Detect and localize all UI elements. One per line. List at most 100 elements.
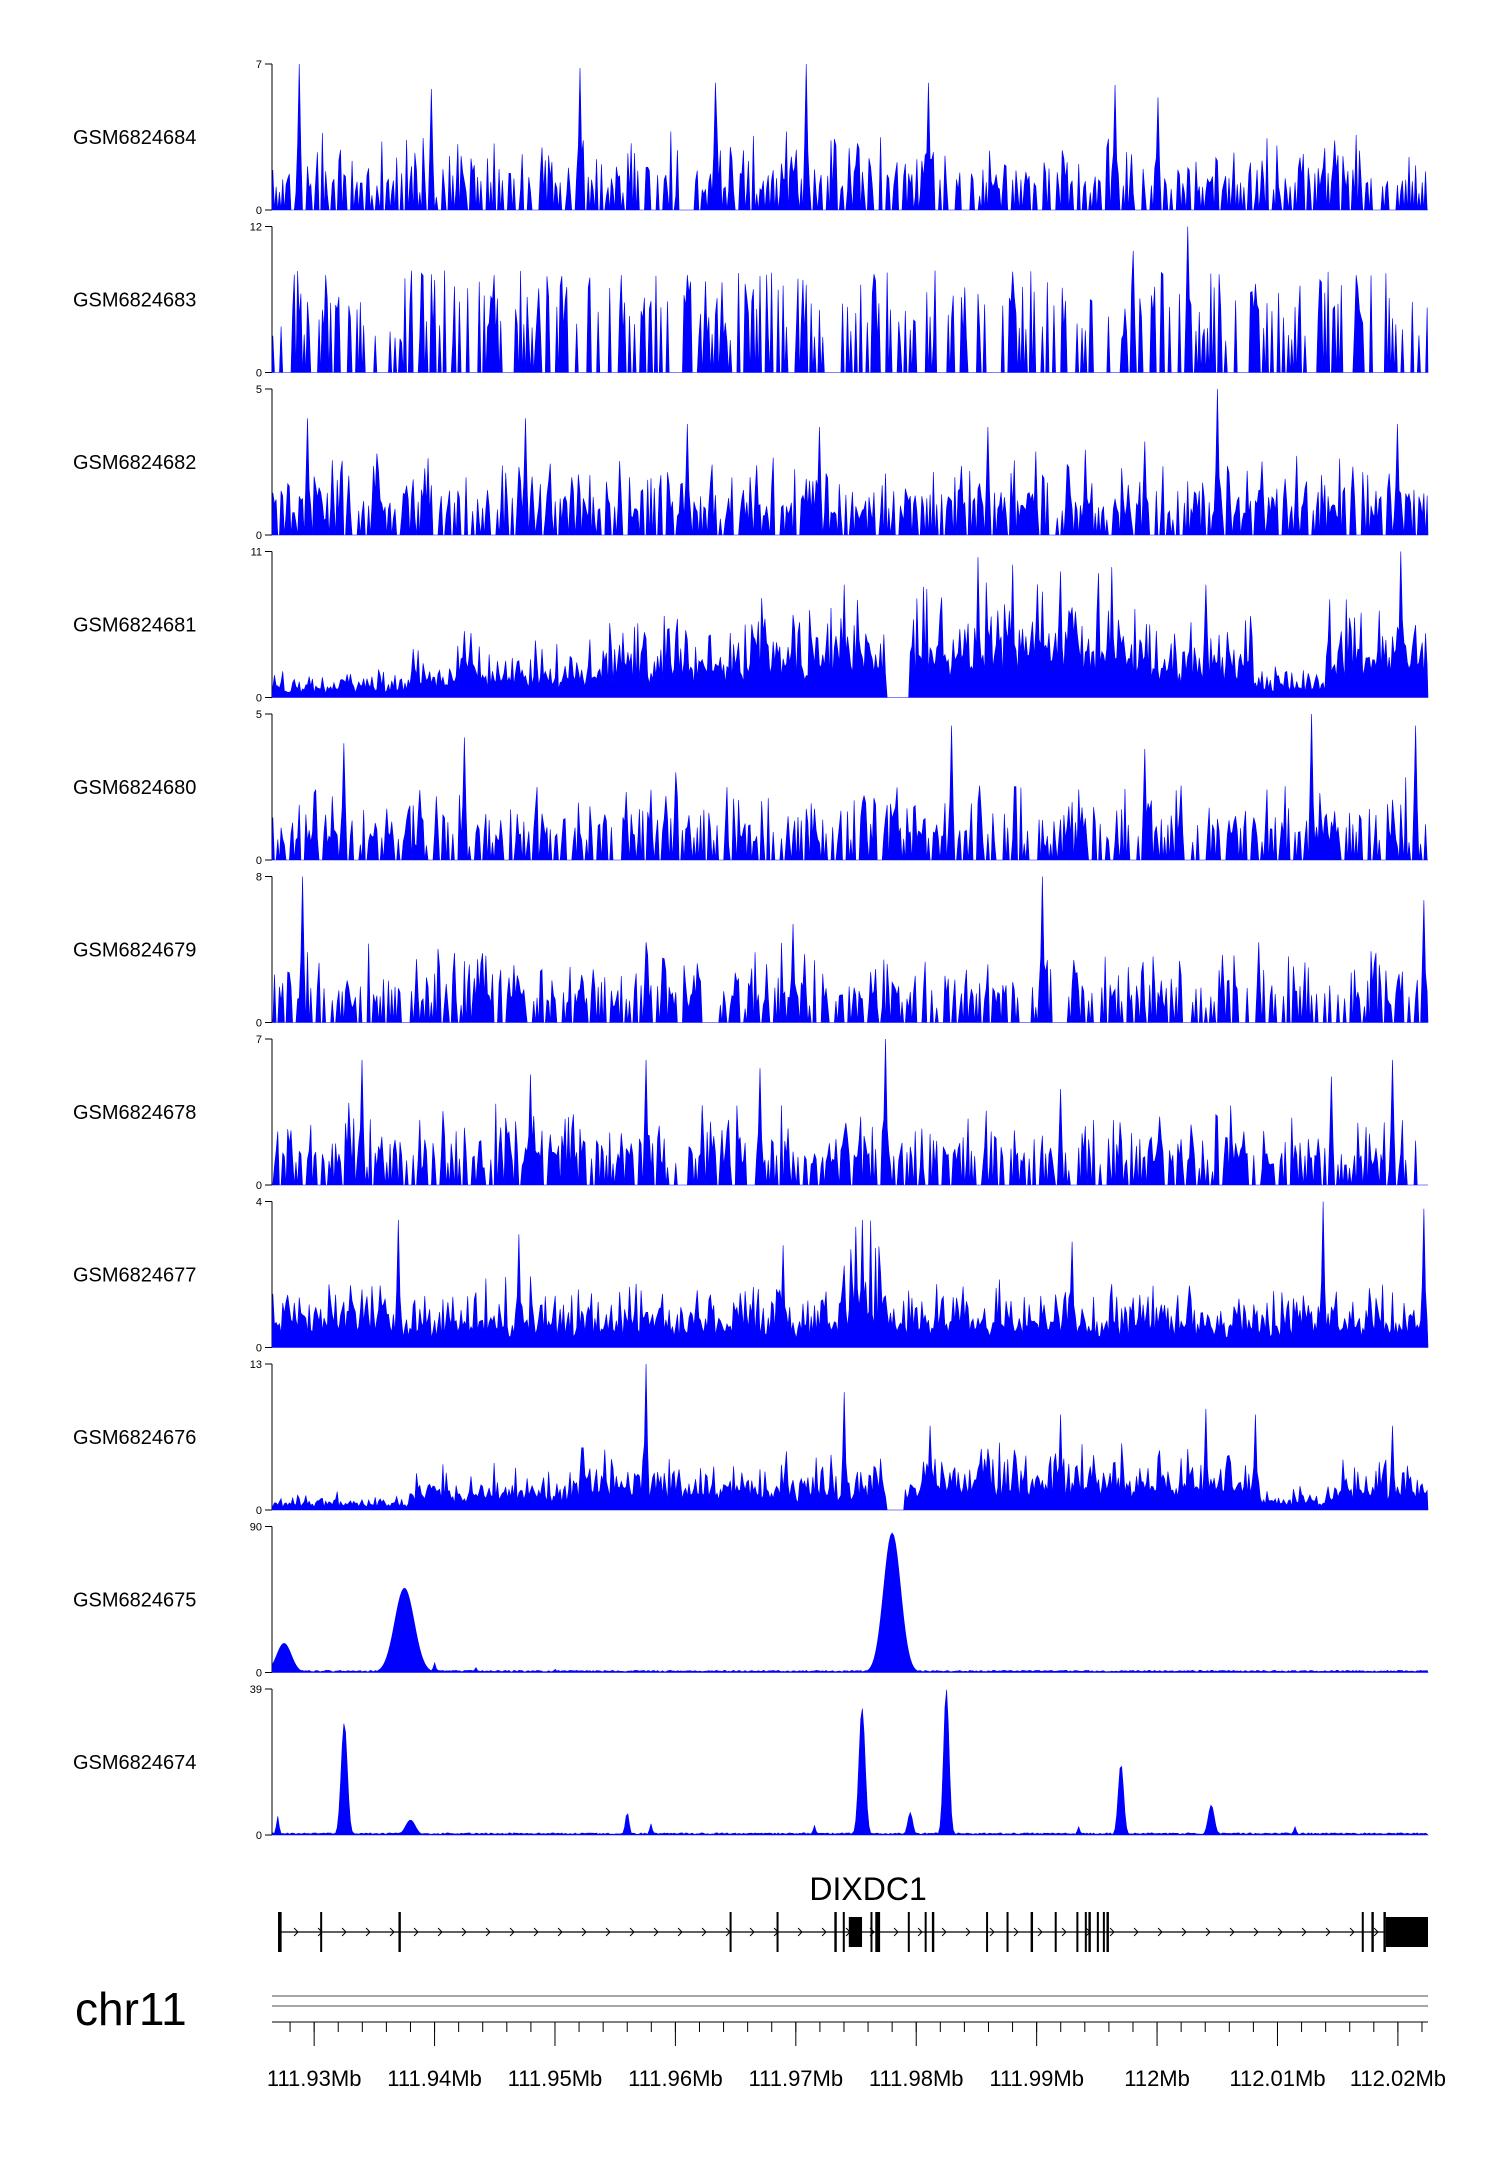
strand-arrow	[821, 1927, 827, 1937]
strand-arrow	[1109, 1927, 1115, 1937]
exon	[278, 1912, 282, 1952]
y-min-label: 0	[256, 1180, 262, 1192]
y-max-label: 5	[256, 384, 262, 396]
signal-area	[271, 388, 1429, 536]
y-min-label: 0	[256, 855, 262, 867]
exon	[729, 1912, 732, 1952]
exon	[870, 1912, 873, 1952]
strand-arrow	[341, 1927, 347, 1937]
x-tick-label: 112Mb	[1124, 2066, 1190, 2091]
strand-arrow	[605, 1927, 611, 1937]
exon	[1096, 1912, 1099, 1952]
track-GSM6824680: GSM6824680 5 0	[73, 709, 1428, 867]
y-min-label: 0	[256, 1668, 262, 1680]
y-max-label: 13	[250, 1359, 262, 1371]
track-label: GSM6824683	[73, 290, 196, 312]
exon	[986, 1912, 989, 1952]
y-max-label: 4	[256, 1197, 262, 1209]
x-tick-label: 112.01Mb	[1229, 2066, 1325, 2091]
signal-tracks: GSM682468470GSM6824683120GSM682468250GSM…	[73, 59, 1429, 1842]
track-GSM6824674: GSM6824674 39 0	[73, 1684, 1429, 1842]
strand-arrow	[437, 1927, 443, 1937]
strand-arrow	[533, 1927, 539, 1937]
track-GSM6824676: GSM6824676 13 0	[73, 1359, 1429, 1517]
exon	[1385, 1917, 1428, 1947]
signal-area	[271, 63, 1428, 211]
strand-arrow	[1181, 1927, 1187, 1937]
y-max-label: 8	[256, 872, 262, 884]
strand-arrow	[917, 1927, 923, 1937]
x-tick-label: 111.93Mb	[267, 2066, 362, 2091]
y-min-label: 0	[256, 530, 262, 542]
signal-area	[271, 226, 1429, 373]
strand-arrow	[581, 1927, 587, 1937]
strand-arrow	[1205, 1927, 1211, 1937]
strand-arrow	[1301, 1927, 1307, 1937]
y-max-label: 7	[256, 59, 262, 71]
track-label: GSM6824677	[73, 1265, 196, 1287]
track-label: GSM6824676	[73, 1427, 196, 1449]
y-min-label: 0	[256, 1830, 262, 1842]
strand-arrow	[893, 1927, 899, 1937]
y-min-label: 0	[256, 205, 262, 217]
strand-arrow	[293, 1927, 299, 1937]
strand-arrow	[965, 1927, 971, 1937]
strand-arrow	[629, 1927, 635, 1937]
strand-arrow	[1061, 1927, 1067, 1937]
track-GSM6824684: GSM6824684 7 0	[73, 59, 1428, 217]
x-tick-label: 111.95Mb	[508, 2066, 603, 2091]
strand-arrow	[509, 1927, 515, 1937]
x-tick-label: 111.94Mb	[387, 2066, 482, 2091]
track-label: GSM6824675	[73, 1590, 196, 1612]
strand-arrow	[557, 1927, 563, 1937]
signal-area	[271, 1363, 1429, 1511]
strand-arrow	[1157, 1927, 1163, 1937]
exon	[776, 1912, 779, 1952]
strand-arrow	[1325, 1927, 1331, 1937]
track-label: GSM6824680	[73, 777, 196, 799]
exon	[834, 1912, 837, 1952]
exon	[931, 1912, 935, 1952]
signal-area	[271, 1201, 1429, 1348]
x-tick-label: 111.99Mb	[989, 2066, 1084, 2091]
strand-arrow	[701, 1927, 707, 1937]
signal-area	[272, 1038, 1428, 1186]
signal-area	[271, 1689, 1429, 1836]
strand-arrow	[461, 1927, 467, 1937]
y-max-label: 5	[256, 709, 262, 721]
track-GSM6824678: GSM6824678 7 0	[73, 1034, 1428, 1192]
y-max-label: 90	[250, 1522, 262, 1534]
strand-arrow	[389, 1927, 395, 1937]
strand-arrow	[1277, 1927, 1283, 1937]
exon	[842, 1912, 845, 1952]
signal-area	[271, 551, 1429, 698]
y-min-label: 0	[256, 368, 262, 380]
y-min-label: 0	[256, 693, 262, 705]
strand-arrow	[1349, 1927, 1355, 1937]
exon	[1006, 1912, 1009, 1952]
exon	[1361, 1912, 1364, 1952]
genome-axis: chr11 111.93Mb 111.94Mb 111.95Mb 111.96Mb 11…	[75, 1983, 1446, 2091]
exon	[1088, 1912, 1091, 1952]
exon	[1106, 1912, 1109, 1952]
exon	[875, 1912, 881, 1952]
strand-arrow	[1013, 1927, 1019, 1937]
strand-arrow	[1373, 1927, 1379, 1937]
gene-name: DIXDC1	[809, 1871, 926, 1907]
strand-arrow	[653, 1927, 659, 1937]
exon	[1030, 1912, 1034, 1952]
track-GSM6824683: GSM6824683 12 0	[73, 222, 1429, 380]
strand-arrow	[1133, 1927, 1139, 1937]
strand-arrow	[941, 1927, 947, 1937]
strand-arrow	[797, 1927, 803, 1937]
exon	[398, 1912, 401, 1952]
exon	[1383, 1912, 1386, 1952]
exon	[1371, 1912, 1374, 1952]
strand-arrow	[1253, 1927, 1259, 1937]
track-label: GSM6824684	[73, 127, 196, 149]
x-tick-label: 111.98Mb	[869, 2066, 964, 2091]
strand-arrow	[749, 1927, 755, 1937]
exon	[1076, 1912, 1079, 1952]
x-tick-label: 112.02Mb	[1350, 2066, 1446, 2091]
